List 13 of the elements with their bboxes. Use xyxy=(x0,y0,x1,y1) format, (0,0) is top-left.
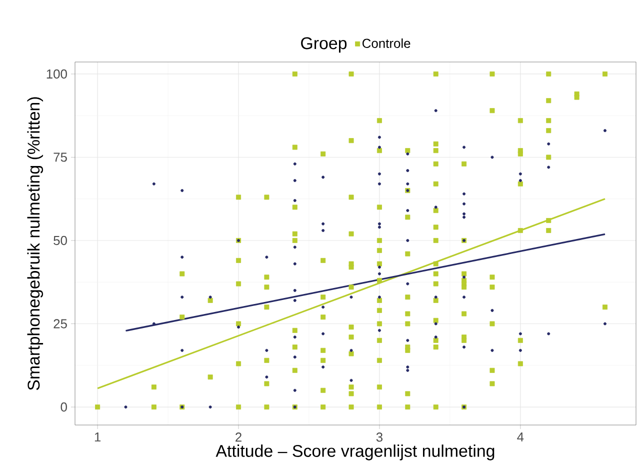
x-tick-label: 4 xyxy=(517,432,524,442)
y-tick-label: 75 xyxy=(54,152,67,162)
x-tick-label: 2 xyxy=(236,432,242,442)
y-tick-label: 50 xyxy=(54,236,67,246)
y-tick-label: 25 xyxy=(54,319,67,328)
y-tick-label: 100 xyxy=(46,69,67,79)
legend-title: Groep xyxy=(301,37,347,53)
x-axis-title: Attitude – Score vragenlijst nulmeting xyxy=(216,444,494,460)
x-tick-label: 3 xyxy=(376,432,383,442)
x-tick-label: 1 xyxy=(94,432,101,442)
y-tick-label: 0 xyxy=(60,402,67,412)
y-axis-title: Smartphonegebruik nulmeting (%ritten) xyxy=(27,97,44,390)
legend-label: Controle xyxy=(362,38,410,48)
